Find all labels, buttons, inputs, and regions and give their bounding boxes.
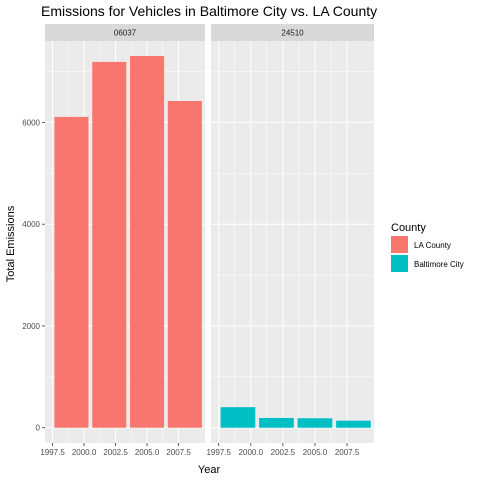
- y-axis-title: Total Emissions: [5, 205, 17, 282]
- bar-24510-2002: [259, 417, 294, 428]
- x-tick-label: 2002.5: [271, 448, 296, 457]
- y-tick-label: 6000: [22, 118, 40, 127]
- x-tick-label: 1997.5: [40, 448, 65, 457]
- bar-06037-1999: [54, 116, 89, 428]
- x-axis-title: Year: [198, 464, 221, 476]
- x-tick-label: 2002.5: [103, 448, 128, 457]
- bar-24510-2008: [336, 420, 371, 428]
- panel-24510: 24510: [211, 24, 374, 443]
- x-axis: 1997.5 2000.0 2002.5 2005.0 2007.5 1997.5 2000…: [40, 443, 360, 457]
- panels-layer: 06037 24510: [45, 24, 374, 443]
- legend-items: LA County Baltimore City: [391, 236, 464, 272]
- chart-title: Emissions for Vehicles in Baltimore City…: [41, 3, 377, 19]
- strip-bg: [211, 24, 374, 41]
- bar-24510-1999: [220, 407, 256, 428]
- x-tick-label: 2005.0: [135, 448, 160, 457]
- y-tick-label: 2000: [22, 322, 40, 331]
- x-tick-label: 2007.5: [335, 448, 360, 457]
- x-tick-label: 1997.5: [206, 448, 231, 457]
- bar-06037-2002: [92, 61, 127, 428]
- strip-label: 24510: [281, 29, 304, 38]
- legend-title: County: [391, 222, 426, 234]
- panel-bg: [211, 41, 374, 443]
- x-tick-label: 2007.5: [166, 448, 191, 457]
- y-tick-label: 4000: [22, 220, 40, 229]
- panel-06037: 06037: [45, 24, 205, 443]
- x-tick-label: 2000.0: [72, 448, 97, 457]
- legend: County LA County Baltimore City: [391, 222, 464, 272]
- y-axis: 0 2000 4000 6000: [22, 118, 45, 433]
- x-tick-label: 2005.0: [303, 448, 328, 457]
- bar-06037-2005: [130, 56, 165, 428]
- bar-06037-2008: [167, 100, 202, 428]
- legend-key-0: [391, 236, 408, 253]
- legend-label-1: Baltimore City: [414, 260, 464, 269]
- legend-key-1: [391, 255, 408, 272]
- strip-bg: [45, 24, 205, 41]
- strip-label: 06037: [114, 29, 137, 38]
- y-tick-label: 0: [36, 424, 41, 433]
- bar-24510-2005: [297, 418, 333, 428]
- x-tick-label: 2000.0: [239, 448, 264, 457]
- legend-label-0: LA County: [414, 241, 451, 250]
